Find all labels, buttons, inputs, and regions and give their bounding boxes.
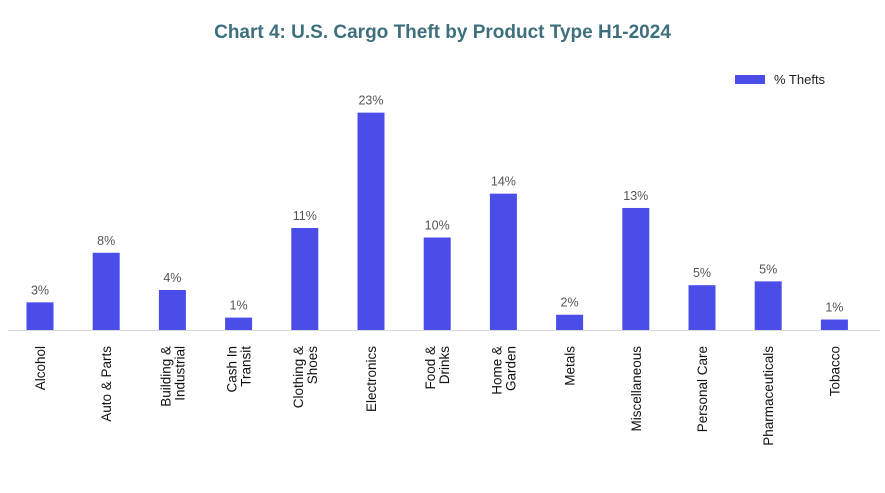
- bars-group: [26, 112, 848, 330]
- legend: % Thefts: [735, 72, 825, 87]
- bar: [489, 193, 517, 330]
- x-tick-label-line: Alcohol: [33, 346, 48, 390]
- x-tick-label-line: Personal Care: [695, 346, 710, 432]
- x-tick-label-line: Miscellaneous: [629, 346, 644, 432]
- x-tick-label: Metals: [563, 346, 578, 386]
- x-tick-label-line: Drinks: [437, 346, 452, 385]
- bar: [754, 281, 782, 330]
- x-tick-label-line: Tobacco: [827, 346, 842, 396]
- x-tick-label: Cash InTransit: [225, 346, 254, 393]
- bar: [423, 237, 451, 330]
- x-tick-label-line: Clothing &: [291, 346, 306, 408]
- x-tick-label-line: Food &: [423, 346, 438, 390]
- x-tick-label: Auto & Parts: [99, 346, 114, 422]
- x-tick-label-line: Auto & Parts: [99, 346, 114, 422]
- x-tick-label: Electronics: [364, 346, 379, 412]
- x-tick-label: Personal Care: [695, 346, 710, 432]
- x-tick-label-line: Electronics: [364, 346, 379, 412]
- x-tick-label-line: Garden: [503, 346, 518, 391]
- bar: [92, 252, 120, 330]
- bar-value-label: 4%: [163, 271, 181, 285]
- x-tick-label-line: Home &: [489, 346, 504, 395]
- x-tick-label-line: Shoes: [305, 346, 320, 385]
- bar-value-label: 10%: [425, 219, 450, 233]
- x-tick-label: Clothing &Shoes: [291, 346, 320, 409]
- bar-value-label: 3%: [31, 283, 49, 297]
- legend-label: % Thefts: [774, 72, 826, 87]
- bar: [820, 319, 848, 330]
- bar: [556, 314, 584, 330]
- x-tick-label: Food &Drinks: [423, 346, 452, 390]
- x-tick-label: Tobacco: [827, 346, 842, 396]
- bar-value-label: 2%: [561, 296, 579, 310]
- x-tick-label: Alcohol: [33, 346, 48, 390]
- x-tick-label: Building &Industrial: [158, 346, 187, 407]
- bar: [357, 112, 385, 330]
- x-tick-label-line: Transit: [239, 346, 254, 387]
- bar-value-label: 1%: [825, 301, 843, 315]
- tick-labels-group: Alcohol Auto & Parts Building &Industrial C…: [33, 346, 842, 446]
- x-tick-label-line: Industrial: [172, 346, 187, 401]
- bar-value-label: 5%: [693, 266, 711, 280]
- bar: [688, 285, 716, 330]
- x-tick-label: Home &Garden: [489, 346, 518, 395]
- x-tick-label-line: Building &: [158, 346, 173, 407]
- bar: [225, 317, 253, 330]
- x-tick-label: Miscellaneous: [629, 346, 644, 432]
- value-labels-group: 3% 8% 4% 1% 11% 23% 10% 14% 2% 13% 5% 5% 1%: [31, 94, 843, 315]
- bar: [291, 227, 319, 330]
- x-tick-label-line: Cash In: [225, 346, 240, 393]
- x-tick-label-line: Metals: [563, 346, 578, 386]
- chart-title: Chart 4: U.S. Cargo Theft by Product Typ…: [214, 22, 671, 43]
- bar: [158, 289, 186, 330]
- x-tick-label: Pharmaceuticals: [761, 346, 776, 446]
- bar-value-label: 14%: [491, 175, 516, 189]
- bar-value-label: 5%: [759, 262, 777, 276]
- bar-value-label: 8%: [97, 234, 115, 248]
- legend-swatch: [735, 75, 765, 84]
- bar-value-label: 1%: [230, 299, 248, 313]
- bar-value-label: 13%: [623, 189, 648, 203]
- bar: [622, 207, 650, 330]
- bar-value-label: 11%: [293, 209, 317, 223]
- bar-value-label: 23%: [358, 94, 383, 108]
- bar: [26, 302, 54, 330]
- x-tick-label-line: Pharmaceuticals: [761, 346, 776, 446]
